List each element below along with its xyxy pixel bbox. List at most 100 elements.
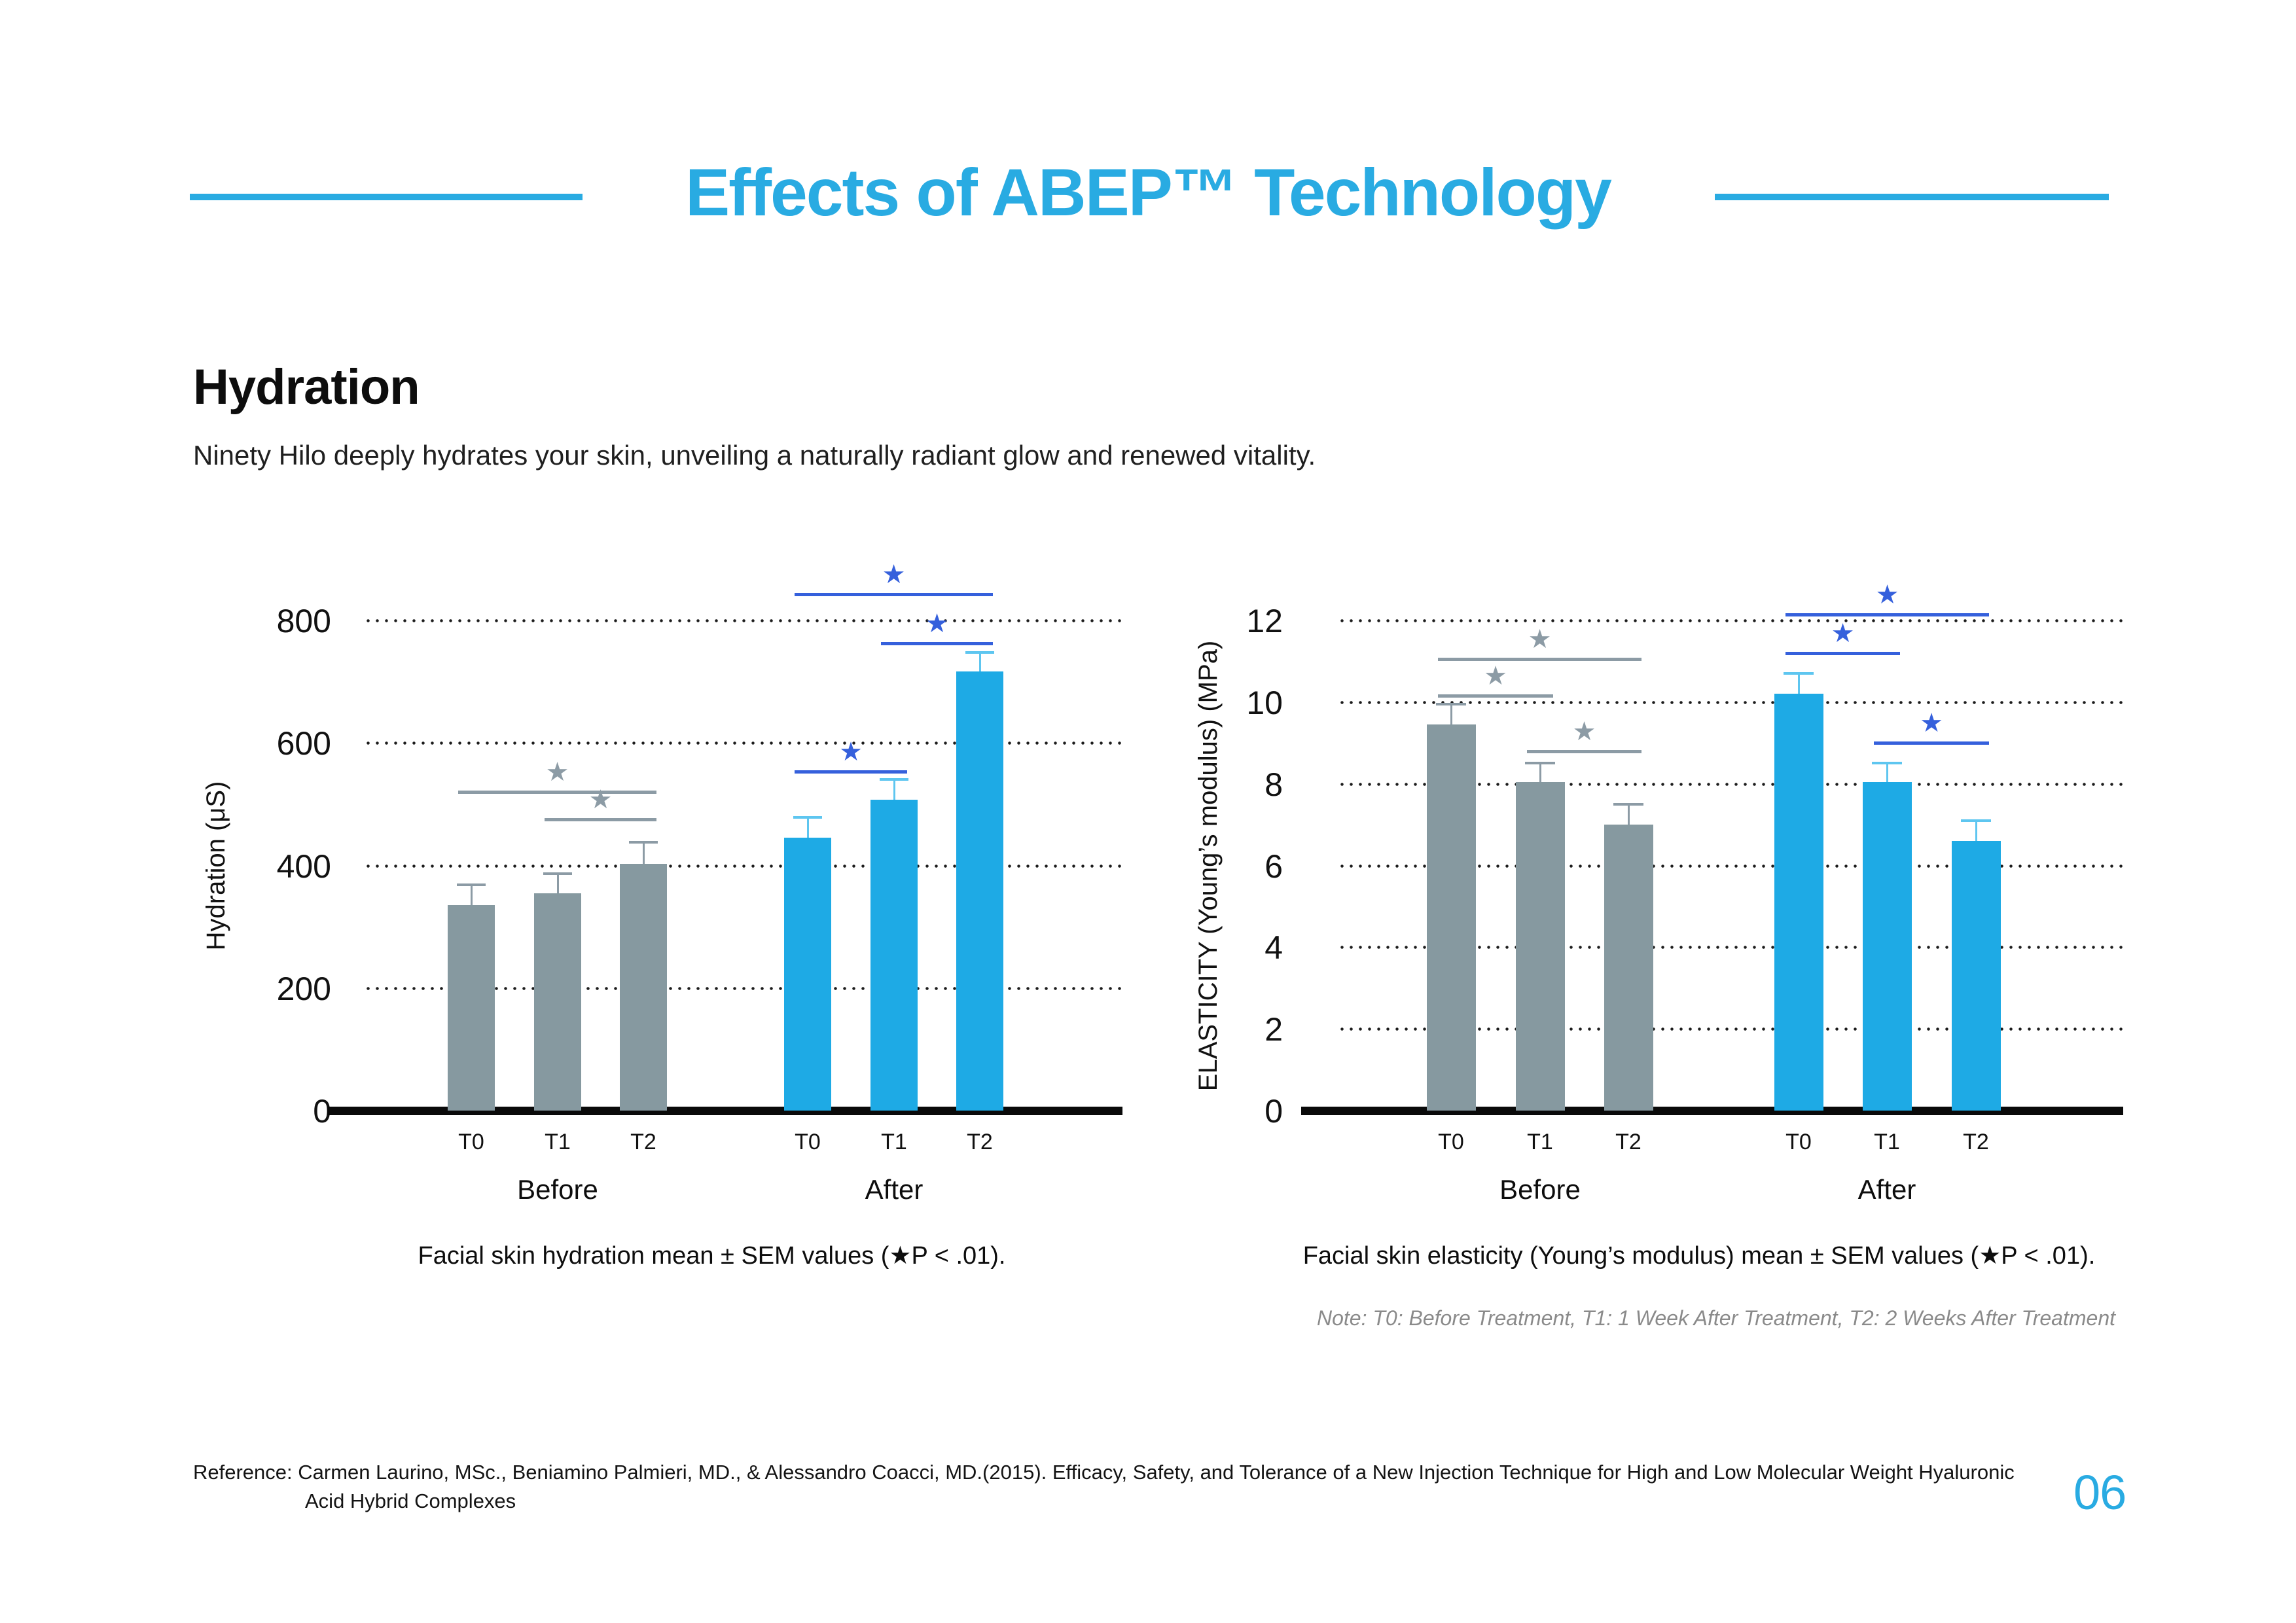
x-tick-label: T2 — [1963, 1130, 1989, 1154]
error-bar-stem — [1886, 763, 1888, 782]
bar-after-t0 — [784, 838, 831, 1111]
section-heading: Hydration — [193, 359, 420, 415]
gridline — [1340, 1027, 2123, 1031]
chart-caption: Facial skin hydration mean ± SEM values … — [418, 1242, 1006, 1270]
error-bar-cap — [1784, 672, 1814, 675]
significance-star-icon: ★ — [1875, 580, 1899, 609]
error-bar-stem — [556, 873, 559, 893]
chart-caption: Facial skin elasticity (Young’s modulus)… — [1302, 1242, 2096, 1270]
bar-before-t2 — [620, 863, 667, 1111]
x-tick-label: T1 — [1527, 1130, 1553, 1154]
gridline — [367, 864, 1122, 868]
page-title: Effects of ABEP™ Technology — [685, 155, 1612, 230]
significance-star-icon: ★ — [925, 609, 949, 638]
significance-star-icon: ★ — [1831, 618, 1855, 648]
y-tick-label: 800 — [276, 603, 331, 639]
error-bar-stem — [1797, 673, 1800, 694]
group-label-after: After — [865, 1174, 924, 1205]
error-bar-stem — [1539, 763, 1541, 782]
x-tick-label: T0 — [1438, 1130, 1464, 1154]
reference-block: Reference: Carmen Laurino, MSc., Beniami… — [193, 1461, 2015, 1512]
significance-bracket — [1874, 741, 1989, 745]
error-bar-cap — [880, 778, 908, 781]
error-bar-cap — [457, 883, 486, 886]
bar-after-t0 — [1774, 694, 1823, 1111]
group-label-before: Before — [517, 1174, 598, 1205]
significance-star-icon: ★ — [1572, 717, 1596, 746]
significance-bracket — [545, 818, 656, 822]
significance-star-icon: ★ — [545, 758, 569, 787]
section-subtitle: Ninety Hilo deeply hydrates your skin, u… — [193, 440, 1316, 471]
bar-after-t2 — [956, 671, 1003, 1111]
group-label-after: After — [1857, 1174, 1916, 1205]
reference-line2: Acid Hybrid Complexes — [305, 1489, 516, 1512]
gridline — [367, 741, 1122, 745]
significance-bracket — [795, 770, 907, 774]
y-tick-label: 8 — [1265, 766, 1283, 803]
gridline — [367, 619, 1122, 622]
significance-bracket — [1785, 613, 1989, 616]
gridline — [1340, 864, 2123, 868]
gridline — [367, 986, 1122, 990]
bar-before-t2 — [1604, 825, 1653, 1111]
x-tick-label: T2 — [630, 1130, 656, 1154]
error-bar-cap — [1525, 762, 1555, 765]
y-tick-label: 0 — [1265, 1093, 1283, 1130]
bar-after-t1 — [870, 800, 918, 1111]
gridline — [1340, 946, 2123, 950]
significance-bracket — [1527, 749, 1641, 753]
x-tick-label: T2 — [1615, 1130, 1641, 1154]
significance-star-icon: ★ — [839, 738, 863, 767]
y-axis-title: ELASTICITY (Young’s modulus) (MPa) — [1194, 640, 1223, 1091]
error-bar-stem — [978, 652, 981, 671]
y-tick-label: 200 — [276, 970, 331, 1007]
y-tick-label: 6 — [1265, 847, 1283, 885]
error-bar-cap — [543, 872, 572, 875]
y-tick-label: 2 — [1265, 1011, 1283, 1048]
bar-after-t2 — [1951, 841, 2001, 1111]
gridline — [1340, 700, 2123, 704]
title-rule-right — [1715, 194, 2109, 200]
gridline — [1340, 619, 2123, 622]
x-tick-label: T1 — [881, 1130, 907, 1154]
error-bar-cap — [1436, 702, 1466, 705]
error-bar-stem — [806, 817, 809, 838]
group-label-before: Before — [1499, 1174, 1581, 1205]
error-bar-cap — [965, 651, 994, 654]
x-tick-label: T0 — [1785, 1130, 1812, 1154]
error-bar-stem — [470, 884, 473, 906]
error-bar-cap — [793, 816, 822, 819]
gridline — [1340, 782, 2123, 786]
x-tick-label: T1 — [545, 1130, 571, 1154]
significance-star-icon: ★ — [588, 785, 613, 815]
x-tick-label: T0 — [458, 1130, 484, 1154]
significance-star-icon: ★ — [882, 560, 906, 589]
x-tick-label: T2 — [967, 1130, 993, 1154]
significance-bracket — [1438, 658, 1641, 662]
error-bar-stem — [1975, 820, 1977, 842]
significance-bracket — [1438, 694, 1553, 698]
page-number: 06 — [2073, 1465, 2126, 1520]
bar-before-t0 — [1426, 724, 1476, 1111]
error-bar-cap — [1961, 819, 1991, 822]
bar-before-t1 — [534, 893, 581, 1111]
y-tick-label: 10 — [1246, 684, 1283, 721]
y-axis-title: Hydration (μS) — [202, 781, 230, 950]
significance-bracket — [795, 592, 993, 596]
x-axis-baseline — [327, 1107, 1122, 1115]
significance-bracket — [881, 641, 993, 645]
significance-bracket — [458, 791, 656, 794]
error-bar-stem — [1627, 804, 1630, 825]
significance-bracket — [1785, 651, 1900, 655]
y-tick-label: 0 — [313, 1093, 331, 1130]
reference-line1: Reference: Carmen Laurino, MSc., Beniami… — [193, 1461, 2015, 1484]
significance-star-icon: ★ — [1920, 709, 1943, 738]
error-bar-cap — [1872, 762, 1902, 765]
significance-star-icon: ★ — [1528, 625, 1552, 654]
significance-star-icon: ★ — [1484, 662, 1507, 691]
x-tick-label: T0 — [795, 1130, 821, 1154]
error-bar-stem — [1450, 704, 1452, 725]
reference-label: Reference: — [193, 1461, 293, 1484]
x-tick-label: T1 — [1874, 1130, 1900, 1154]
